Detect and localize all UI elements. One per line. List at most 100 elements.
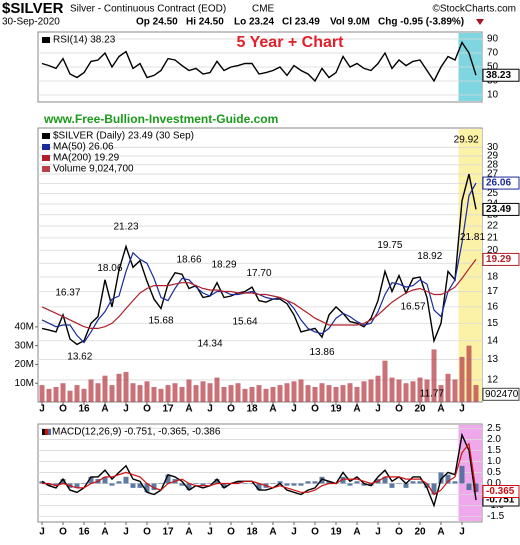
volume-bar xyxy=(277,385,283,402)
histogram-bar xyxy=(123,476,129,484)
histogram-bar xyxy=(277,481,283,484)
y-tick-label: 22 xyxy=(487,221,499,232)
annotation: 18.29 xyxy=(211,260,236,271)
y2-tick-label: 40M xyxy=(15,321,34,332)
histogram-bar xyxy=(417,481,423,484)
annotation: 15.68 xyxy=(148,316,173,327)
histogram-bar xyxy=(74,483,80,488)
histogram-bar xyxy=(305,481,311,484)
volume-bar xyxy=(375,375,381,402)
x-tick-label: 18 xyxy=(246,404,258,415)
histogram-bar xyxy=(130,483,136,488)
histogram-bar xyxy=(214,479,220,484)
histogram-bar xyxy=(109,483,115,486)
annotation: 902470 xyxy=(485,389,519,400)
annotation: 21.81 xyxy=(460,232,485,243)
histogram-bar xyxy=(186,483,192,491)
y-tick-label: 28 xyxy=(487,159,499,170)
y-tick-label: 14 xyxy=(487,335,499,346)
x-tick-label: A xyxy=(353,527,360,538)
annotation: 17.70 xyxy=(246,268,271,279)
legend-label: $SILVER (Daily) 23.49 (30 Sep) xyxy=(53,131,194,142)
histogram-bar xyxy=(340,476,346,484)
histogram-bar xyxy=(200,483,206,486)
panel-title: 5 Year + Chart xyxy=(237,34,345,51)
volume-bar xyxy=(473,385,479,402)
legend-label: Volume 9,024,700 xyxy=(53,164,134,175)
legend-swatch xyxy=(42,133,50,139)
exchange: CME xyxy=(252,4,275,15)
volume-bar xyxy=(326,385,332,402)
volume-bar xyxy=(354,386,360,402)
annotation: 29.92 xyxy=(454,135,479,146)
highlight-band xyxy=(458,129,482,401)
volume-bar xyxy=(382,360,388,402)
histogram-bar xyxy=(312,481,318,484)
volume-bar xyxy=(361,381,367,402)
x-tick-label: A xyxy=(437,404,444,415)
x-tick-label: O xyxy=(143,527,151,538)
annotation: 16.37 xyxy=(55,288,80,299)
series-line xyxy=(41,173,477,346)
histogram-bar xyxy=(291,483,297,486)
histogram-bar xyxy=(466,483,472,491)
volume-bar xyxy=(438,385,444,402)
histogram-bar xyxy=(326,481,332,484)
legend-swatch xyxy=(42,155,50,161)
histogram-bar xyxy=(452,481,458,484)
volume-bar xyxy=(60,383,66,402)
volume-bar xyxy=(242,388,248,402)
x-tick-label: J xyxy=(375,404,381,415)
y-tick-label: 2.5 xyxy=(487,423,501,434)
annotation: 21.23 xyxy=(113,222,138,233)
x-tick-label: O xyxy=(59,404,67,415)
annotation: 18.92 xyxy=(417,251,442,262)
y-tick-label: 70 xyxy=(487,48,499,59)
histogram-bar xyxy=(256,483,262,491)
volume-bar xyxy=(396,379,402,402)
legend-swatch xyxy=(42,166,50,172)
volume-bar xyxy=(256,385,262,402)
histogram-bar xyxy=(179,483,185,486)
down-arrow xyxy=(476,19,484,25)
y-tick-label: 17 xyxy=(487,286,499,297)
histogram-bar xyxy=(151,483,157,491)
histogram-bar xyxy=(158,483,164,484)
symbol: $SILVER xyxy=(2,0,64,17)
instrument-name: Silver - Continuous Contract (EOD) xyxy=(70,4,226,15)
histogram-bar xyxy=(284,483,290,486)
x-tick-label: O xyxy=(227,404,235,415)
histogram-bar xyxy=(39,481,45,484)
volume-bar xyxy=(417,377,423,402)
volume-bar xyxy=(207,383,213,402)
y2-tick-label: 30M xyxy=(15,340,34,351)
volume-bar xyxy=(123,371,129,402)
y-tick-label: 29 xyxy=(487,151,499,162)
histogram-bar xyxy=(459,465,465,484)
volume-bar xyxy=(459,356,465,402)
histogram-bar xyxy=(361,483,367,486)
volume-bar xyxy=(193,385,199,402)
volume-bar xyxy=(46,388,52,402)
histogram-bar xyxy=(389,483,395,488)
volume-bar xyxy=(305,385,311,402)
annotation: 14.34 xyxy=(197,338,222,349)
volume-bar xyxy=(158,388,164,402)
x-tick-label: J xyxy=(291,527,297,538)
volume-bar xyxy=(291,381,297,402)
x-tick-label: A xyxy=(101,404,108,415)
y-tick-label: 0.5 xyxy=(487,467,501,478)
x-tick-label: A xyxy=(353,404,360,415)
annotation: 15.64 xyxy=(232,316,257,327)
y-tick-label: 30 xyxy=(487,142,499,153)
y-tick-label: 25 xyxy=(487,188,499,199)
volume-bar xyxy=(228,385,234,402)
x-tick-label: A xyxy=(101,527,108,538)
value-tag-box xyxy=(482,387,520,401)
x-tick-label: J xyxy=(123,527,129,538)
y-tick-label: 10 xyxy=(487,90,499,101)
annotation: 13.62 xyxy=(67,351,92,362)
volume-bar xyxy=(130,383,136,402)
